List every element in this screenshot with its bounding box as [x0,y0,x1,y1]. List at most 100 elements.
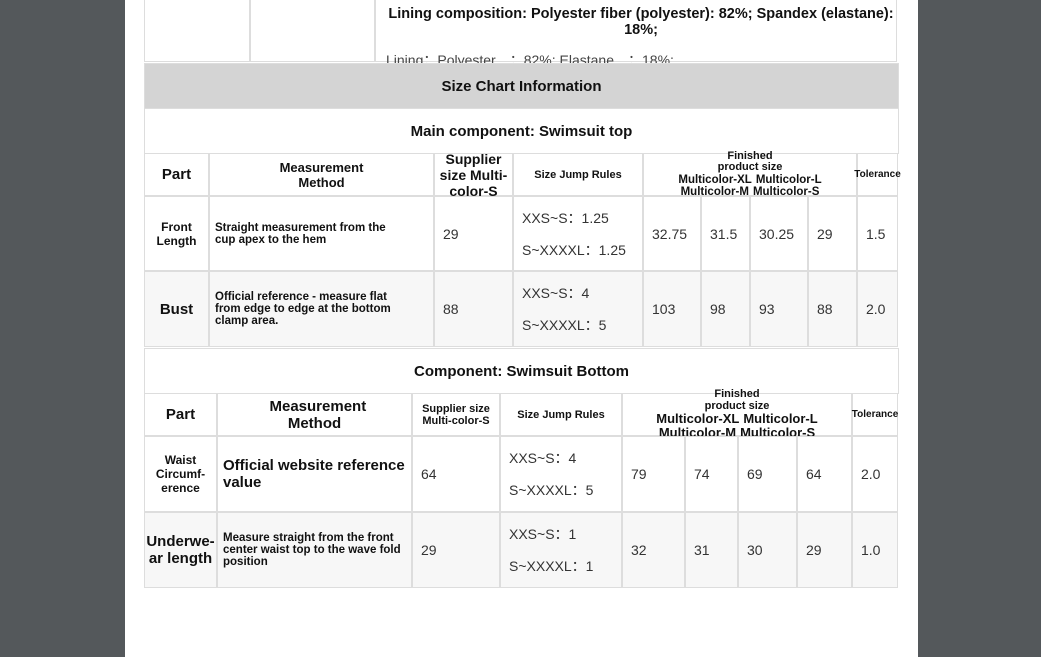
cell: Official reference - measure flat from e… [209,271,434,347]
cell: 103 [643,271,701,347]
cell: Official website reference value [217,436,412,512]
value-text: 31.5 [710,225,738,242]
value-text: 88 [443,301,459,317]
table-title-text: Component: Swimsuit Bottom [414,362,629,380]
section-title-text: Size Chart Information [441,77,602,95]
cell: 79 [622,436,685,512]
size-list: Multicolor-XL Multicolor-L Multicolor-M Mul… [623,412,851,439]
value-text: 32 [631,542,647,558]
header-cell: Supplier size Multi-color-S [412,393,500,436]
cell: 2.0 [852,436,898,512]
header-cell: Tolerance [852,393,898,436]
value-text: 79 [631,466,647,482]
header-text: Size Jump Rules [517,408,605,421]
header-text: Size Jump Rules [534,168,622,181]
value-text: 103 [652,301,676,317]
value-text: 2.0 [861,466,881,482]
value-text: 74 [694,466,710,482]
value-text: 64 [421,466,437,482]
cell: Waist Circumf-erence [144,436,217,512]
cell: XXS~S：4 S~XXXXL：5 [500,436,622,512]
header-text: Finished product size [704,388,770,412]
cell: 32 [622,512,685,588]
lining-text: Lining composition: Polyester fiber (pol… [388,6,894,38]
jump-rule: XXS~S：1.25 [522,209,609,226]
header-text: Tolerance [851,409,899,420]
table-title: Main component: Swimsuit top [144,108,899,154]
method-text: Official reference - measure flat from e… [215,291,391,327]
cell: 31 [685,512,738,588]
header-cell: Tolerance [854,153,901,196]
header-cell: Measurement Method [217,393,412,436]
cell: 29 [412,512,500,588]
value-text: 88 [817,301,833,317]
size-name: Multicolor-L [743,411,818,427]
cell: 88 [808,271,857,347]
cell: 29 [434,196,513,271]
jump-rule: S~XXXXL：1 [509,558,594,574]
jump-rule: S~XXXXL：1.25 [522,241,626,258]
value-text: 2.0 [866,301,886,317]
value-text: 29 [817,225,833,242]
method-text: Measure straight from the front center w… [223,532,401,568]
section-title: Size Chart Information [144,63,899,109]
table-title-text: Main component: Swimsuit top [410,122,633,140]
header-cell: Measurement Method [209,153,434,196]
cell [144,0,250,62]
cell: 31.5 [701,196,750,271]
cell: Straight measurement from the cup apex t… [209,196,434,271]
size-name: Multicolor-M [680,186,749,199]
method-text: Straight measurement from the cup apex t… [215,221,386,246]
cell: 29 [797,512,852,588]
part-text: Bust [159,300,194,318]
header-cell: Finished product size Multicolor-XL Multic… [622,389,852,439]
jump-rule: XXS~S：4 [522,285,590,301]
value-text: 98 [710,301,726,317]
cell: 93 [750,271,808,347]
cell: 30.25 [750,196,808,271]
table-title: Component: Swimsuit Bottom [144,348,899,394]
cell: 29 [808,196,857,271]
cell: XXS~S：1.25 S~XXXXL：1.25 [513,196,643,271]
header-cell: Finished product size Multicolor-XL Multic… [643,149,857,198]
part-text: Front Length [156,219,197,248]
cell: XXS~S：4 S~XXXXL：5 [513,271,643,347]
cell: 1.0 [852,512,898,588]
cell: Front Length [144,196,209,271]
cell: 69 [738,436,797,512]
value-text: 29 [443,225,459,242]
value-text: 64 [806,466,822,482]
header-text: Measurement Method [269,397,367,432]
jump-rule: S~XXXXL：5 [522,317,607,333]
header-cell: Size Jump Rules [513,153,643,196]
header-text: Part [165,406,196,423]
cell: 32.75 [643,196,701,271]
header-cell: Part [144,393,217,436]
cell: 1.5 [857,196,898,271]
header-cell: Supplier size Multi-color-S [434,150,513,199]
part-text: Waist Circumf-erence [155,453,206,495]
cell: 98 [701,271,750,347]
jump-rule: XXS~S：4 [509,450,577,466]
size-list: Multicolor-XL Multicolor-L Multicolor-M Mul… [644,174,856,198]
cell: 2.0 [857,271,898,347]
cell: XXS~S：1 S~XXXXL：1 [500,512,622,588]
method-text: Official website reference value [223,457,405,491]
cell: Bust [144,271,209,347]
jump-rule: S~XXXXL：5 [509,482,594,498]
size-name: Multicolor-S [740,425,816,441]
cell: Lining composition: Polyester fiber (pol… [375,0,897,68]
value-text: 29 [421,542,437,558]
value-text: 93 [759,301,775,317]
value-text: 30.25 [759,225,795,242]
header-cell: Part [144,153,209,196]
header-text: Finished product size [717,149,783,174]
cell: Measure straight from the front center w… [217,512,412,588]
part-text: Underwe-ar length [146,533,215,567]
jump-rule: XXS~S：1 [509,526,577,542]
cell: 74 [685,436,738,512]
header-text: Supplier size Multi-color-S [439,150,508,199]
value-text: 30 [747,542,763,558]
size-name: Multicolor-XL [656,411,740,427]
